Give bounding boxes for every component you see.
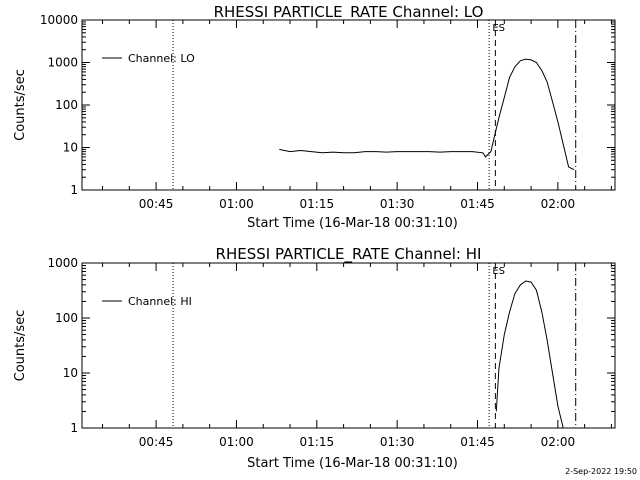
footer-date: 2-Sep-2022 19:50 bbox=[565, 467, 637, 476]
y-tick-label: 100 bbox=[55, 311, 78, 325]
x-tick-label: 01:00 bbox=[219, 197, 254, 211]
y-tick-label: 1 bbox=[70, 421, 78, 435]
y-tick-label: 100 bbox=[55, 98, 78, 112]
legend-label: Channel: HI bbox=[128, 295, 192, 308]
x-tick-label: 01:15 bbox=[300, 197, 335, 211]
panel-1: RHESSI PARTICLE_RATE Channel: LO Start Ti… bbox=[13, 3, 616, 231]
y-axis-label: Counts/sec bbox=[13, 310, 28, 382]
x-tick-label: 00:45 bbox=[139, 197, 174, 211]
x-tick-label: 01:45 bbox=[460, 197, 495, 211]
x-tick-label: 01:30 bbox=[380, 197, 415, 211]
y-tick-label: 10000 bbox=[40, 13, 78, 27]
x-axis-label: Start Time (16-Mar-18 00:31:10) bbox=[247, 456, 458, 471]
plot-frame bbox=[81, 262, 616, 429]
annotation-label: ES bbox=[492, 266, 505, 277]
y-tick-label: 1 bbox=[70, 183, 78, 197]
annotation-label: ES bbox=[492, 23, 505, 34]
x-tick-label: 01:30 bbox=[380, 435, 415, 449]
y-axis-label: Counts/sec bbox=[13, 69, 28, 141]
y-tick-label: 10 bbox=[63, 141, 78, 155]
x-tick-label: 02:00 bbox=[541, 197, 576, 211]
y-tick-label: 1000 bbox=[47, 256, 78, 270]
x-tick-label: 01:45 bbox=[460, 435, 495, 449]
plot-frame bbox=[81, 19, 616, 191]
x-axis-label: Start Time (16-Mar-18 00:31:10) bbox=[247, 216, 458, 231]
y-tick-label: 1000 bbox=[47, 56, 78, 70]
series-line-1 bbox=[495, 280, 564, 429]
x-tick-label: 01:15 bbox=[300, 435, 335, 449]
series-line-1 bbox=[279, 58, 575, 171]
y-tick-label: 10 bbox=[63, 366, 78, 380]
panel-2: RHESSI PARTICLE_RATE Channel: HI Start Ti… bbox=[13, 245, 616, 471]
x-tick-label: 02:00 bbox=[541, 435, 576, 449]
chart-title: RHESSI PARTICLE_RATE Channel: LO bbox=[214, 3, 484, 22]
x-tick-label: 01:00 bbox=[219, 435, 254, 449]
chart-title: RHESSI PARTICLE_RATE Channel: HI bbox=[216, 245, 482, 264]
legend-label: Channel: LO bbox=[128, 52, 195, 65]
x-tick-label: 00:45 bbox=[139, 435, 174, 449]
